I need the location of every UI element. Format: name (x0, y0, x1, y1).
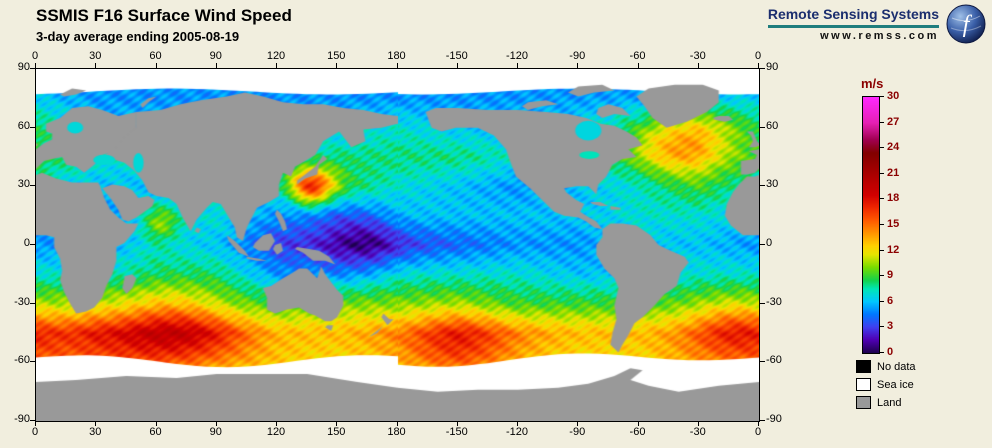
colorbar-tick-label: 15 (887, 218, 900, 230)
lon-tick-label-top: 60 (149, 50, 162, 62)
lon-tick-label-top: -60 (629, 50, 646, 62)
legend-swatch (856, 360, 871, 373)
lon-tick-label-bottom: 90 (209, 426, 222, 438)
lat-tick-label-left: 90 (17, 61, 30, 73)
brand-text: Remote Sensing Systems www.remss.com (767, 6, 939, 42)
legend-swatch (856, 396, 871, 409)
lat-tick-label-left: 30 (17, 178, 30, 191)
lat-tick-label-right: 0 (766, 237, 773, 249)
colorbar-tick (880, 224, 884, 225)
lon-tick-label-bottom: 150 (327, 426, 346, 438)
colorbar (862, 96, 880, 354)
wind-speed-map (36, 69, 759, 421)
colorbar-tick (880, 172, 884, 174)
legend-label: Land (877, 396, 902, 409)
map-frame (35, 68, 760, 422)
lon-tick-label-top: -90 (569, 50, 586, 62)
lon-tick-label-bottom: 0 (31, 426, 39, 438)
lon-tick-label-top: 30 (89, 50, 102, 62)
lon-tick-label-bottom: 180 (387, 426, 406, 438)
lon-tick-label-top: 0 (31, 50, 39, 62)
lon-tick-label-bottom: -120 (505, 426, 529, 438)
lat-tick-label-right: 60 (766, 119, 779, 132)
colorbar-tick (880, 249, 884, 251)
brand-url: www.remss.com (820, 30, 939, 42)
svg-text:f: f (963, 12, 973, 38)
lat-tick (760, 420, 765, 421)
lat-tick (760, 68, 765, 69)
colorbar-tick-label: 6 (887, 294, 894, 307)
colorbar-tick-label: 18 (887, 192, 900, 205)
lon-tick-label-bottom: 30 (89, 426, 102, 438)
colorbar-tick (880, 198, 884, 200)
legend: No data Sea ice Land (856, 360, 916, 414)
lon-tick-label-top: -30 (689, 50, 706, 62)
lon-tick-label-top: 90 (209, 50, 222, 62)
lon-tick-label-top: 180 (387, 50, 406, 62)
legend-item: No data (856, 360, 916, 373)
lon-tick-label-bottom: 0 (754, 426, 762, 438)
legend-item: Land (856, 396, 916, 409)
colorbar-tick-label: 9 (887, 269, 894, 282)
lon-tick-label-bottom: -90 (569, 426, 586, 438)
lat-tick-label-left: -60 (14, 354, 30, 367)
globe-logo-icon: f (946, 4, 986, 44)
lat-tick (760, 185, 765, 187)
colorbar-tick-label: 30 (887, 90, 900, 102)
page-subtitle: 3-day average ending 2005-08-19 (36, 29, 240, 44)
colorbar-tick (880, 147, 884, 149)
colorbar-tick-label: 21 (887, 166, 900, 179)
colorbar-gradient (863, 97, 879, 353)
lon-tick-label-bottom: 120 (266, 426, 286, 438)
lat-tick (760, 126, 765, 128)
lat-tick-label-left: 0 (23, 237, 30, 249)
lon-tick-label-top: 150 (327, 50, 346, 62)
lat-tick-label-right: -60 (766, 354, 782, 367)
lon-tick-label-top: -120 (505, 50, 529, 62)
legend-swatch (856, 378, 871, 391)
legend-label: Sea ice (877, 378, 914, 391)
colorbar-tick (880, 275, 884, 277)
colorbar-tick-label: 0 (887, 346, 894, 358)
lat-tick-label-left: -30 (14, 295, 30, 308)
brand-name: Remote Sensing Systems (767, 6, 939, 22)
lon-tick-label-bottom: -30 (689, 426, 706, 438)
colorbar-tick (880, 96, 884, 97)
lon-tick-label-top: 0 (754, 50, 762, 62)
lat-tick-label-right: -90 (766, 413, 782, 425)
colorbar-tick-label: 24 (887, 141, 900, 154)
lat-tick-label-left: -90 (14, 413, 30, 425)
lon-tick-label-top: 120 (266, 50, 286, 62)
lon-tick-label-top: -150 (445, 50, 468, 62)
colorbar-tick (880, 326, 884, 328)
lat-tick-label-right: 90 (766, 61, 779, 73)
lat-tick-label-left: 60 (17, 119, 30, 132)
brand-rule (767, 25, 939, 28)
colorbar-tick (880, 352, 884, 353)
lon-tick-label-bottom: -150 (445, 426, 468, 438)
branding: Remote Sensing Systems www.remss.com f (767, 4, 986, 44)
colorbar-tick (880, 121, 884, 123)
page-title: SSMIS F16 Surface Wind Speed (36, 6, 292, 25)
colorbar-tick-label: 27 (887, 115, 900, 128)
colorbar-tick-label: 12 (887, 243, 900, 256)
lat-tick (760, 361, 765, 363)
lat-tick-label-right: 30 (766, 178, 779, 191)
colorbar-units-label: m/s (861, 76, 884, 91)
legend-label: No data (877, 360, 916, 373)
lat-tick-label-right: -30 (766, 295, 782, 308)
colorbar-tick-label: 3 (887, 320, 894, 333)
lat-tick (760, 244, 765, 245)
lon-tick-label-bottom: 60 (149, 426, 162, 438)
legend-item: Sea ice (856, 378, 916, 391)
lat-tick (760, 302, 765, 304)
colorbar-tick (880, 300, 884, 302)
lon-tick-label-bottom: -60 (629, 426, 646, 438)
